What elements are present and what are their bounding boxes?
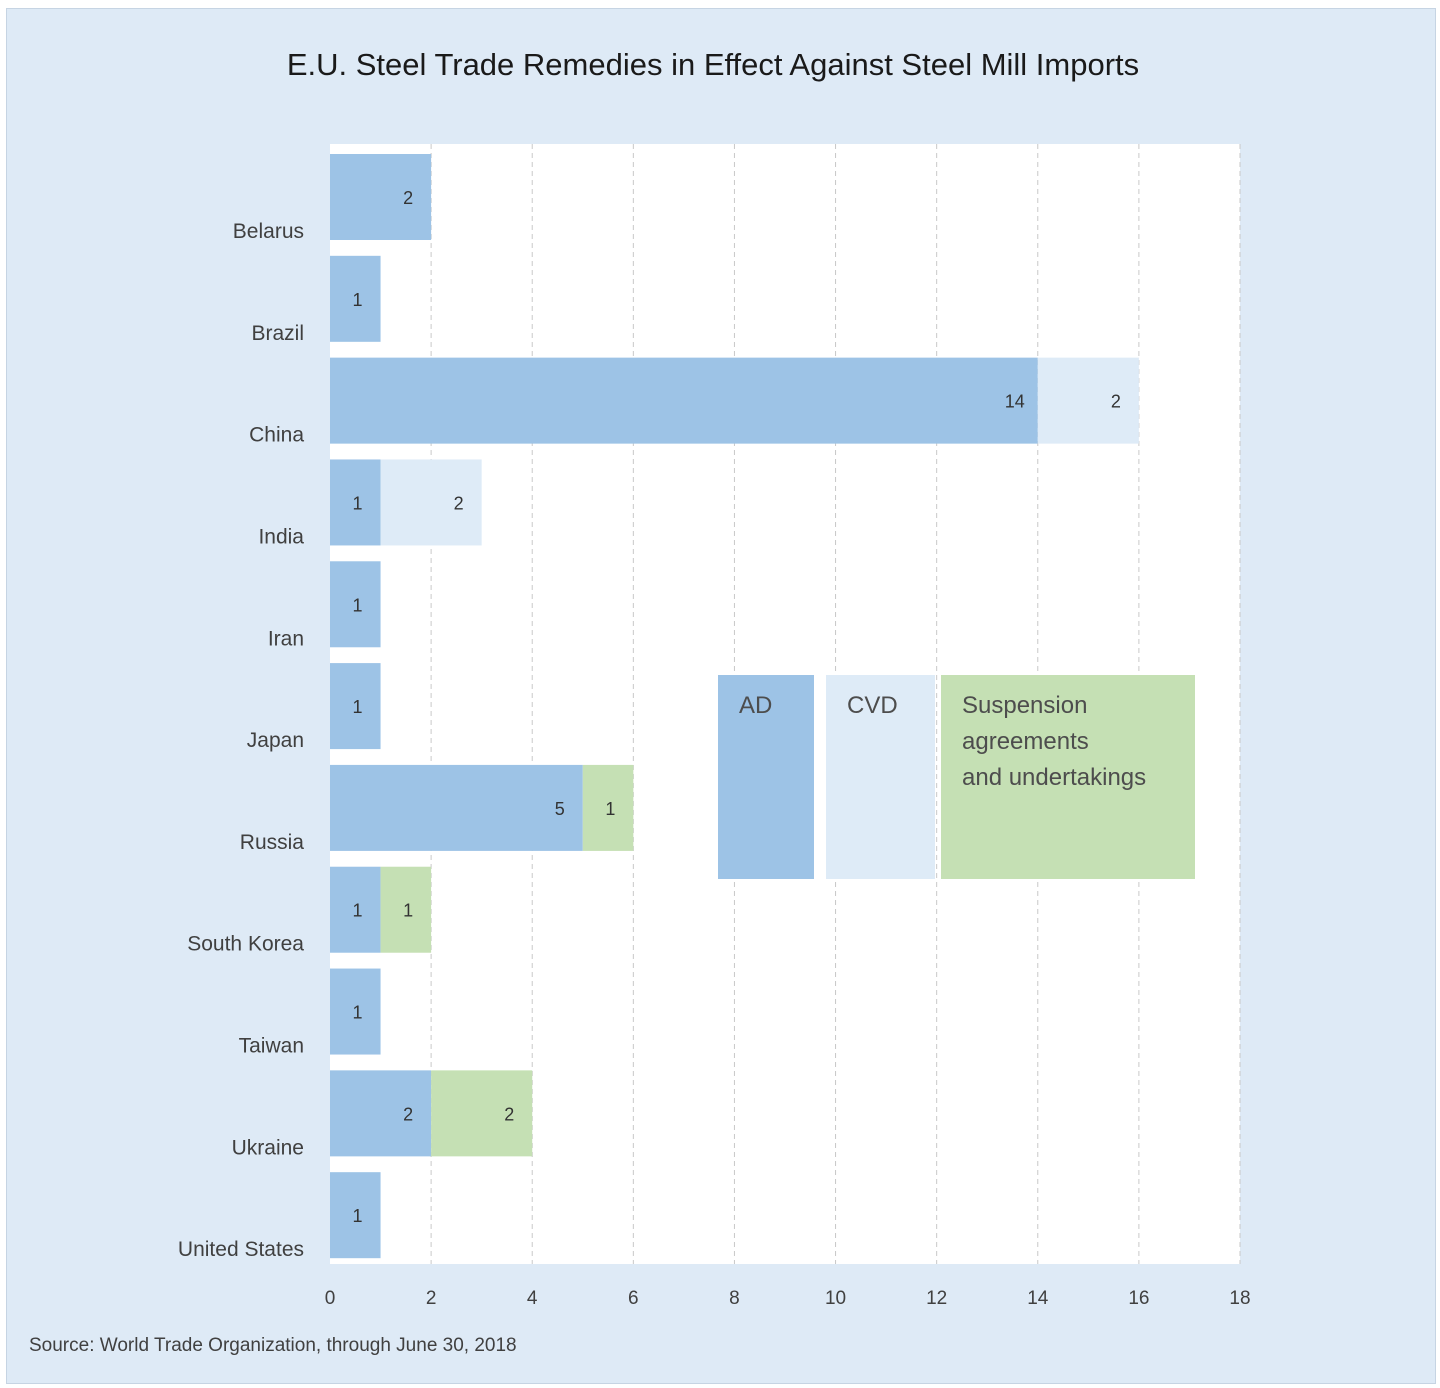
- category-label: Taiwan: [239, 1035, 304, 1058]
- category-label: Ukraine: [232, 1136, 304, 1159]
- category-labels: Belarus Brazil China India Iran Japan Russia So…: [178, 220, 304, 1261]
- bar-china-series-1: [1037, 357, 1139, 444]
- x-tick-label: 18: [1229, 1288, 1250, 1309]
- legend-label: and undertakings: [962, 764, 1146, 791]
- legend-label: AD: [739, 692, 772, 719]
- chart-frame: 2 1 14 2 1 2 1 1 5 1 1 1 1 2 2 1 Belarus Brazil China Indi…: [6, 8, 1436, 1384]
- category-label: Iran: [268, 627, 304, 650]
- category-label: Brazil: [251, 322, 304, 345]
- category-label: South Korea: [187, 933, 304, 956]
- bar-iran-series-0: [330, 561, 381, 648]
- data-label: 1: [353, 493, 363, 513]
- data-label: 2: [403, 1104, 413, 1124]
- x-tick-label: 4: [527, 1288, 538, 1309]
- data-label: 1: [353, 1003, 363, 1023]
- legend-swatch-1: [826, 675, 935, 879]
- legend-label: Suspension: [962, 692, 1087, 719]
- data-label: 1: [353, 290, 363, 310]
- category-label: India: [258, 525, 304, 548]
- data-label: 5: [555, 799, 565, 819]
- bar-taiwan-series-0: [330, 968, 381, 1055]
- x-tick-label: 10: [825, 1288, 846, 1309]
- data-label: 1: [353, 901, 363, 921]
- x-tick-label: 0: [325, 1288, 336, 1309]
- category-label: Russia: [240, 831, 305, 854]
- data-label: 14: [1005, 392, 1025, 412]
- bar-japan-series-0: [330, 663, 381, 750]
- legend-swatch-0: [718, 675, 814, 879]
- data-label: 2: [403, 188, 413, 208]
- source-note: Source: World Trade Organization, throug…: [29, 1335, 517, 1356]
- x-tick-label: 6: [628, 1288, 639, 1309]
- x-tick-label: 8: [729, 1288, 740, 1309]
- data-label: 1: [353, 1206, 363, 1226]
- data-label: 1: [353, 595, 363, 615]
- data-label: 1: [353, 697, 363, 717]
- bar-india-series-0: [330, 459, 381, 546]
- legend-label: agreements: [962, 728, 1089, 755]
- x-tick-label: 2: [426, 1288, 437, 1309]
- bar-russia-series-0: [330, 764, 583, 851]
- data-label: 2: [504, 1104, 514, 1124]
- data-label: 2: [454, 493, 464, 513]
- x-tick-label: 16: [1128, 1288, 1149, 1309]
- chart-title: E.U. Steel Trade Remedies in Effect Agai…: [287, 47, 1139, 82]
- bar-layer: 2 1 14 2 1 2 1 1 5 1 1 1 1 2 2 1: [330, 154, 1139, 1259]
- x-tick-label: 14: [1027, 1288, 1049, 1309]
- category-label: China: [249, 424, 304, 447]
- bar-brazil-series-0: [330, 255, 381, 342]
- category-label: Japan: [247, 729, 304, 752]
- bar-india-series-1: [380, 459, 482, 546]
- data-label: 1: [403, 901, 413, 921]
- category-label: United States: [178, 1238, 304, 1261]
- x-tick-labels: 0 2 4 6 8 10 12 14 16 18: [325, 1288, 1251, 1309]
- bar-ukraine-series-2: [431, 1070, 533, 1157]
- bar-russia-series-2: [582, 764, 634, 851]
- bar-south-korea-series-0: [330, 866, 381, 953]
- category-label: Belarus: [233, 220, 304, 243]
- bar-china-series-0: [330, 357, 1038, 444]
- x-tick-label: 12: [926, 1288, 947, 1309]
- legend: AD CVD Suspension agreements and undertaking…: [718, 675, 1195, 879]
- bar-ukraine-series-0: [330, 1070, 432, 1157]
- data-label: 2: [1111, 392, 1121, 412]
- bar-belarus-series-0: [330, 154, 432, 240]
- legend-label: CVD: [847, 692, 898, 719]
- bar-south-korea-series-2: [380, 866, 432, 953]
- legend-swatch-2: [941, 675, 1195, 879]
- bar-united-states-series-0: [330, 1172, 381, 1259]
- data-label: 1: [605, 799, 615, 819]
